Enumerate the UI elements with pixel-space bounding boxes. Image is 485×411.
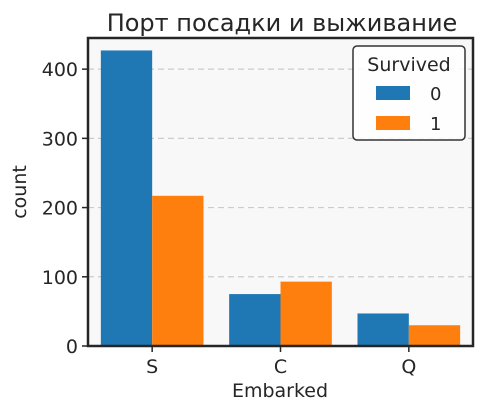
legend-label-1: 1 [430,114,441,135]
x-tick-label: S [146,356,158,378]
y-tick-label: 400 [42,59,78,81]
x-axis-label: Embarked [232,380,328,402]
y-tick-label: 200 [42,198,78,220]
bar-C-0 [229,294,281,346]
y-tick-label: 0 [66,336,78,358]
legend-items: 01 [376,84,441,135]
legend-title: Survived [367,54,450,76]
bar-C-1 [280,281,332,346]
y-axis-ticks: 0 100 200 300 400 [42,59,88,358]
chart-title: Порт посадки и выживание [107,9,458,37]
x-tick-label: C [274,356,287,378]
legend-swatch-0 [376,86,410,100]
bar-Q-0 [357,313,409,346]
y-axis-label: count [9,165,31,219]
bar-Q-1 [408,325,461,346]
bar-S-1 [152,195,204,346]
legend-swatch-1 [376,116,410,130]
y-tick-label: 100 [42,267,78,289]
bar-S-0 [100,50,153,346]
legend: Survived 01 [352,45,466,141]
legend-label-0: 0 [430,84,441,105]
bars [100,50,461,346]
y-tick-label: 300 [42,128,78,150]
x-tick-label: Q [401,356,416,378]
